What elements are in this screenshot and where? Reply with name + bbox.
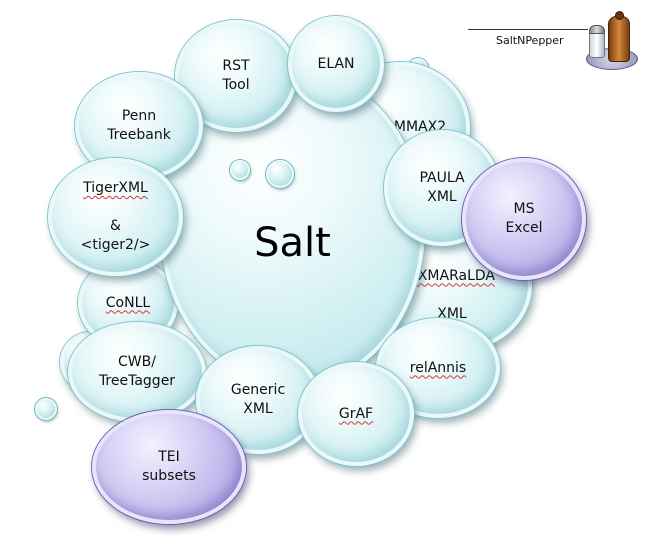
bubble-tigerxml-label: TigerXML & <tiger2/> [81,160,151,274]
decor-bubble-center-2 [266,160,294,188]
bubble-penn-treebank-label: Penn Treebank [107,108,171,143]
bubble-tei-subsets: TEI subsets [92,410,246,524]
exmaralda-line2: XML [437,305,467,322]
bubble-conll-label: CoNLL [105,294,151,311]
bubble-generic-xml-label: Generic XML [230,382,286,417]
bubble-cwb-treetagger: CWB/ TreeTagger [68,322,206,422]
bubble-paula-xml-label: PAULA XML [419,170,465,205]
logo-text: SaltNPepper [496,34,564,47]
bubble-tei-subsets-label: TEI subsets [142,449,196,484]
salt-shaker-icon [589,25,605,58]
bubble-cwb-treetagger-label: CWB/ TreeTagger [98,354,176,389]
saltnpepper-logo: SaltNPepper [468,11,638,74]
bubble-exmaralda-label: EXMARaLDA XML [409,248,495,324]
bubble-graf-label: GrAF [338,405,374,422]
bubble-ms-excel: MS Excel [462,158,586,280]
bubble-ms-excel-label: MS Excel [505,201,543,236]
bubble-elan-label: ELAN [317,55,355,72]
salt-label: Salt [254,220,331,266]
exmaralda-line1: EXMARaLDA [408,267,495,284]
tigerxml-line1: TigerXML [83,180,148,196]
bubble-elan: ELAN [288,16,384,112]
bubble-graf: GrAF [298,362,414,466]
bubble-relannis-label: relAnnis [409,359,467,376]
decor-bubble-left [35,398,57,420]
logo-line [468,29,588,30]
bubble-tigerxml: TigerXML & <tiger2/> [48,158,183,276]
tigerxml-rest: & <tiger2/> [80,218,151,253]
bubble-rst-tool-label: RST Tool [222,58,250,93]
decor-bubble-center-1 [230,160,250,180]
pepper-mill-icon [608,11,630,62]
